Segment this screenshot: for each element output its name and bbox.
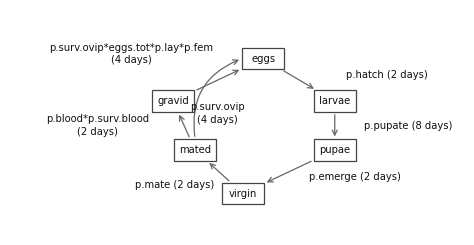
Text: p.surv.ovip*eggs.tot*p.lay*p.fem
(4 days): p.surv.ovip*eggs.tot*p.lay*p.fem (4 days…: [49, 43, 213, 65]
FancyBboxPatch shape: [152, 90, 194, 112]
FancyBboxPatch shape: [314, 90, 356, 112]
Text: p.surv.ovip
(4 days): p.surv.ovip (4 days): [190, 102, 245, 124]
Text: virgin: virgin: [229, 188, 257, 198]
FancyBboxPatch shape: [222, 183, 264, 204]
Text: p.mate (2 days): p.mate (2 days): [135, 180, 214, 190]
Text: pupae: pupae: [319, 145, 350, 155]
Text: mated: mated: [179, 145, 211, 155]
Text: gravid: gravid: [157, 96, 189, 106]
Text: p.blood*p.surv.blood
(2 days): p.blood*p.surv.blood (2 days): [46, 114, 149, 137]
FancyBboxPatch shape: [314, 139, 356, 161]
Text: p.emerge (2 days): p.emerge (2 days): [309, 172, 401, 183]
Text: larvae: larvae: [319, 96, 350, 106]
Text: p.pupate (8 days): p.pupate (8 days): [364, 121, 453, 131]
FancyArrowPatch shape: [194, 60, 238, 136]
Text: p.hatch (2 days): p.hatch (2 days): [346, 70, 428, 80]
Text: eggs: eggs: [251, 54, 275, 64]
FancyBboxPatch shape: [242, 48, 284, 70]
FancyBboxPatch shape: [174, 139, 216, 161]
